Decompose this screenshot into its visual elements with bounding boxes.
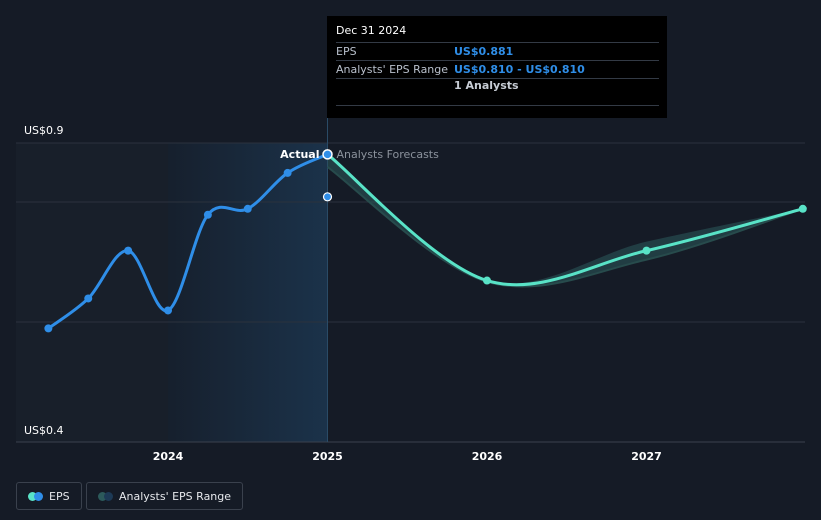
x-tick-label-2026: 2026	[472, 450, 503, 463]
x-tick-label-2025: 2025	[312, 450, 343, 463]
tooltip-range-label: Analysts' EPS Range	[336, 63, 449, 76]
x-tick-label-2024: 2024	[153, 450, 184, 463]
tooltip-analysts-row: 1 Analysts	[336, 78, 659, 106]
eps-series-line	[47, 152, 329, 330]
forecast-point-0	[483, 276, 491, 285]
legend-eps-label: EPS	[49, 489, 70, 503]
tooltip-analysts-count: 1 Analysts	[454, 79, 519, 92]
eps-point-2	[124, 246, 133, 255]
eps-legend-icon	[28, 491, 43, 501]
annotation-actual: Actual	[280, 148, 319, 161]
y-tick-label-bottom: US$0.4	[24, 424, 64, 437]
legend-eps-button[interactable]: EPS	[16, 482, 82, 510]
tooltip-eps-row: EPS US$0.881	[336, 42, 659, 60]
x-tick-label-2027: 2027	[631, 450, 662, 463]
eps-point-6	[283, 168, 292, 177]
tooltip-range-row: Analysts' EPS Range US$0.810 - US$0.810	[336, 60, 659, 78]
eps-point-1	[84, 294, 93, 303]
analyst-estimate-point	[322, 192, 333, 202]
tooltip-range-value: US$0.810 - US$0.810	[454, 63, 585, 76]
tooltip-eps-value: US$0.881	[454, 45, 514, 58]
legend-range-button[interactable]: Analysts' EPS Range	[86, 482, 244, 510]
y-tick-label-top: US$0.9	[24, 124, 64, 137]
eps-point-3	[164, 306, 172, 315]
chart-tooltip: Dec 31 2024 EPS US$0.881 Analysts' EPS R…	[327, 16, 667, 118]
eps-point-5	[243, 204, 252, 213]
eps-current-point	[322, 149, 333, 160]
eps-point-4	[203, 210, 212, 219]
forecast-point-2	[798, 204, 807, 213]
legend-range-label: Analysts' EPS Range	[119, 489, 232, 503]
forecast-point-1	[642, 246, 651, 255]
tooltip-eps-label: EPS	[336, 45, 357, 58]
annotation-forecast: Analysts Forecasts	[337, 148, 440, 161]
eps-point-0	[44, 324, 53, 333]
range-legend-icon	[98, 491, 113, 501]
forecast-series-line	[326, 153, 804, 287]
tooltip-date: Dec 31 2024	[336, 24, 407, 37]
forecast-range-lower-line	[326, 166, 804, 288]
actual-region-shade	[168, 143, 328, 442]
